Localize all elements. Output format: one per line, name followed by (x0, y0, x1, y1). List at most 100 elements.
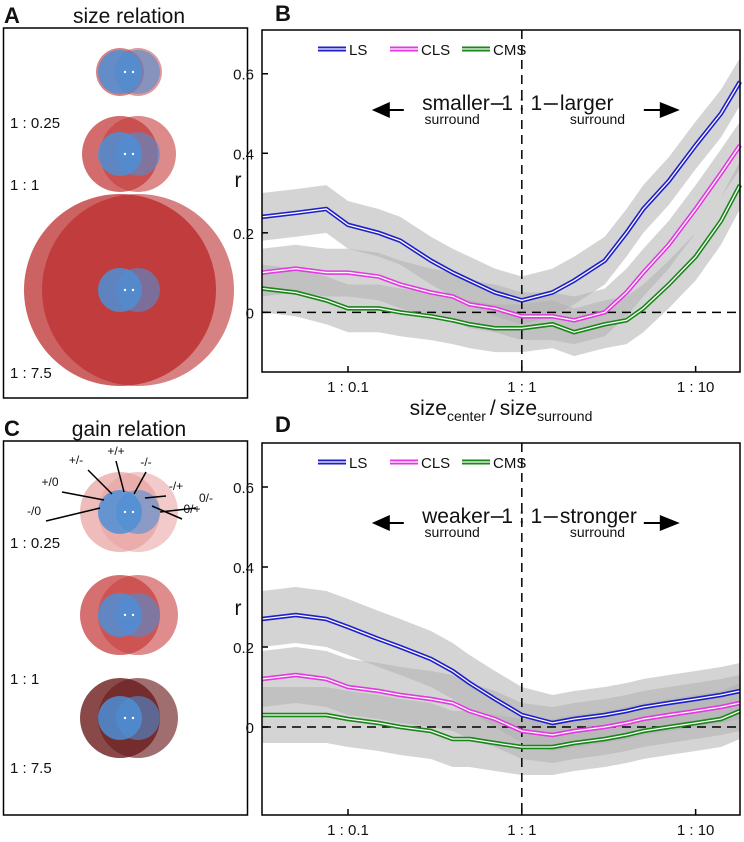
x-label-text: / (490, 840, 496, 842)
dot (123, 70, 127, 74)
ratio-label: 1 : 1 (10, 177, 39, 194)
pointer (151, 505, 183, 520)
y-tick-label: 0.2 (233, 640, 254, 657)
panel-letter: C (4, 416, 20, 441)
dot (131, 613, 135, 617)
axes-frame (261, 442, 741, 816)
dot (123, 716, 127, 720)
annotation-right: stronger (560, 505, 637, 528)
plot-area (261, 443, 741, 815)
dot (123, 152, 127, 156)
x-label-text: / (490, 397, 496, 420)
pointer (61, 491, 105, 501)
gain-label: -/- (140, 455, 151, 469)
pointer (45, 507, 101, 522)
dot (131, 716, 135, 720)
panel-frame (2, 440, 249, 816)
gain-label: +/0 (41, 475, 58, 489)
x-tick-label: 1 : 1 (507, 379, 536, 396)
x-label-text: size (500, 397, 537, 420)
center-field (116, 593, 160, 637)
dot (123, 510, 127, 514)
dot (123, 613, 127, 617)
x-axis-label: gaincenter/gainsurround (407, 840, 594, 842)
annotation-left-sub: surround (425, 524, 480, 540)
annotation-right: larger (560, 92, 614, 115)
center-field (116, 132, 160, 176)
annotation-left: smaller (422, 92, 490, 115)
arrow-head (371, 102, 390, 118)
axes-frame (261, 29, 741, 373)
x-tick-label: 1 : 0.1 (327, 822, 369, 839)
legend-label: CMS (493, 42, 526, 59)
annotation-center: 1 : 1 (501, 505, 542, 528)
dot (131, 152, 135, 156)
arrow-head (659, 102, 680, 118)
x-label-text: gain (407, 840, 447, 842)
x-label-subscript: surround (537, 408, 592, 424)
series-line-highlight (261, 614, 741, 724)
ratio-label: 1 : 7.5 (10, 365, 52, 382)
panel-title: gain relation (72, 418, 186, 441)
annotation-right-sub: surround (570, 111, 625, 127)
pointer (133, 471, 147, 495)
gain-label: 0/- (199, 491, 213, 505)
dot (131, 70, 135, 74)
y-axis-label: r (235, 597, 242, 620)
legend-label: CMS (493, 455, 526, 472)
legend-label: CLS (421, 42, 450, 59)
gain-label: +/- (69, 453, 83, 467)
legend-label: LS (349, 42, 367, 59)
pointer (144, 495, 167, 499)
x-label-subscript: center (447, 408, 486, 424)
gain-label: -/+ (169, 479, 183, 493)
x-label-text: gain (500, 840, 540, 842)
dot (123, 288, 127, 292)
x-axis-label: sizecenter / sizesurround (410, 397, 593, 424)
annotation-left: weaker (421, 505, 490, 528)
gain-label: +/+ (107, 444, 124, 458)
series-line-highlight (261, 81, 741, 302)
gain-label: -/0 (27, 504, 41, 518)
y-tick-label: 0.6 (233, 67, 254, 84)
plot-area (261, 30, 742, 372)
legend-label: LS (349, 455, 367, 472)
ratio-label: 1 : 1 (10, 671, 39, 688)
panel-letter: A (4, 3, 20, 28)
annotation-left-sub: surround (425, 111, 480, 127)
ratio-label: 1 : 0.25 (10, 115, 60, 132)
x-tick-label: 1 : 0.1 (327, 379, 369, 396)
y-tick-label: 0 (246, 305, 254, 322)
y-tick-label: 0.4 (233, 146, 254, 163)
dot (131, 288, 135, 292)
y-tick-label: 0.2 (233, 226, 254, 243)
pointer (87, 469, 113, 495)
center-field (116, 50, 160, 94)
series-line-highlight (261, 144, 741, 321)
series-line-highlight (261, 184, 741, 333)
y-tick-label: 0.6 (233, 480, 254, 497)
legend-label: CLS (421, 455, 450, 472)
y-axis-label: r (235, 169, 242, 192)
series-line-highlight (262, 710, 741, 748)
center-field (116, 696, 160, 740)
arrow-head (659, 515, 680, 531)
dot (131, 510, 135, 514)
center-field (116, 268, 160, 312)
x-label-text: size (410, 397, 447, 420)
center-field (116, 490, 160, 534)
x-tick-label: 1 : 10 (677, 822, 715, 839)
x-tick-label: 1 : 1 (507, 822, 536, 839)
annotation-right-sub: surround (570, 524, 625, 540)
panel-frame (2, 27, 249, 399)
x-tick-label: 1 : 10 (677, 379, 715, 396)
y-tick-label: 0.4 (233, 560, 254, 577)
y-tick-label: 0 (246, 720, 254, 737)
panel-title: size relation (73, 5, 185, 28)
annotation-center: 1 : 1 (501, 92, 542, 115)
ratio-label: 1 : 0.25 (10, 535, 60, 552)
pointer (115, 460, 125, 493)
series-line-highlight (261, 674, 741, 736)
arrow-head (371, 515, 390, 531)
